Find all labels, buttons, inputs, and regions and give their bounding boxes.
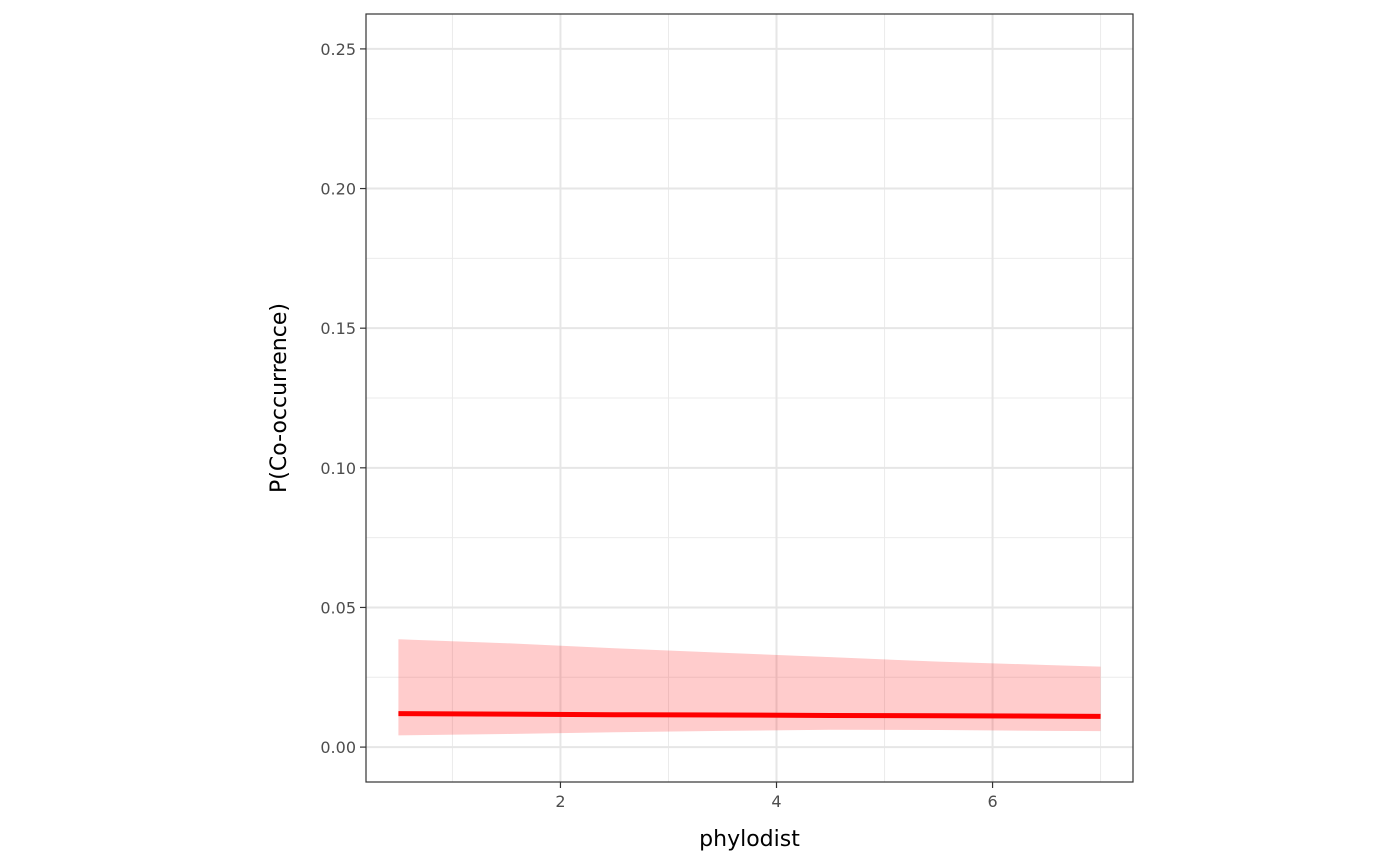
- y-tick-label: 0.00: [320, 738, 356, 757]
- x-tick-label: 2: [555, 792, 565, 811]
- y-tick-label: 0.05: [320, 598, 356, 617]
- y-tick-label: 0.25: [320, 40, 356, 59]
- y-tick-label: 0.10: [320, 459, 356, 478]
- confidence-band-0: [398, 639, 1101, 736]
- x-axis-title: phylodist: [699, 827, 800, 852]
- series-line-0: [398, 711, 1101, 719]
- x-tick-label: 6: [987, 792, 997, 811]
- grid-major: [366, 14, 1133, 782]
- y-axis-title: P(Co-occurrence): [267, 303, 292, 493]
- series-lines: [398, 711, 1101, 719]
- panel-border: [365, 13, 1134, 783]
- x-axis: 2 4 6: [555, 782, 998, 811]
- grid-minor: [366, 14, 1133, 782]
- x-tick-label: 4: [771, 792, 781, 811]
- confidence-ribbons: [398, 639, 1101, 736]
- y-tick-label: 0.20: [320, 180, 356, 199]
- y-tick-label: 0.15: [320, 319, 356, 338]
- y-axis: 0.00 0.05 0.10 0.15 0.20 0.25: [320, 40, 366, 757]
